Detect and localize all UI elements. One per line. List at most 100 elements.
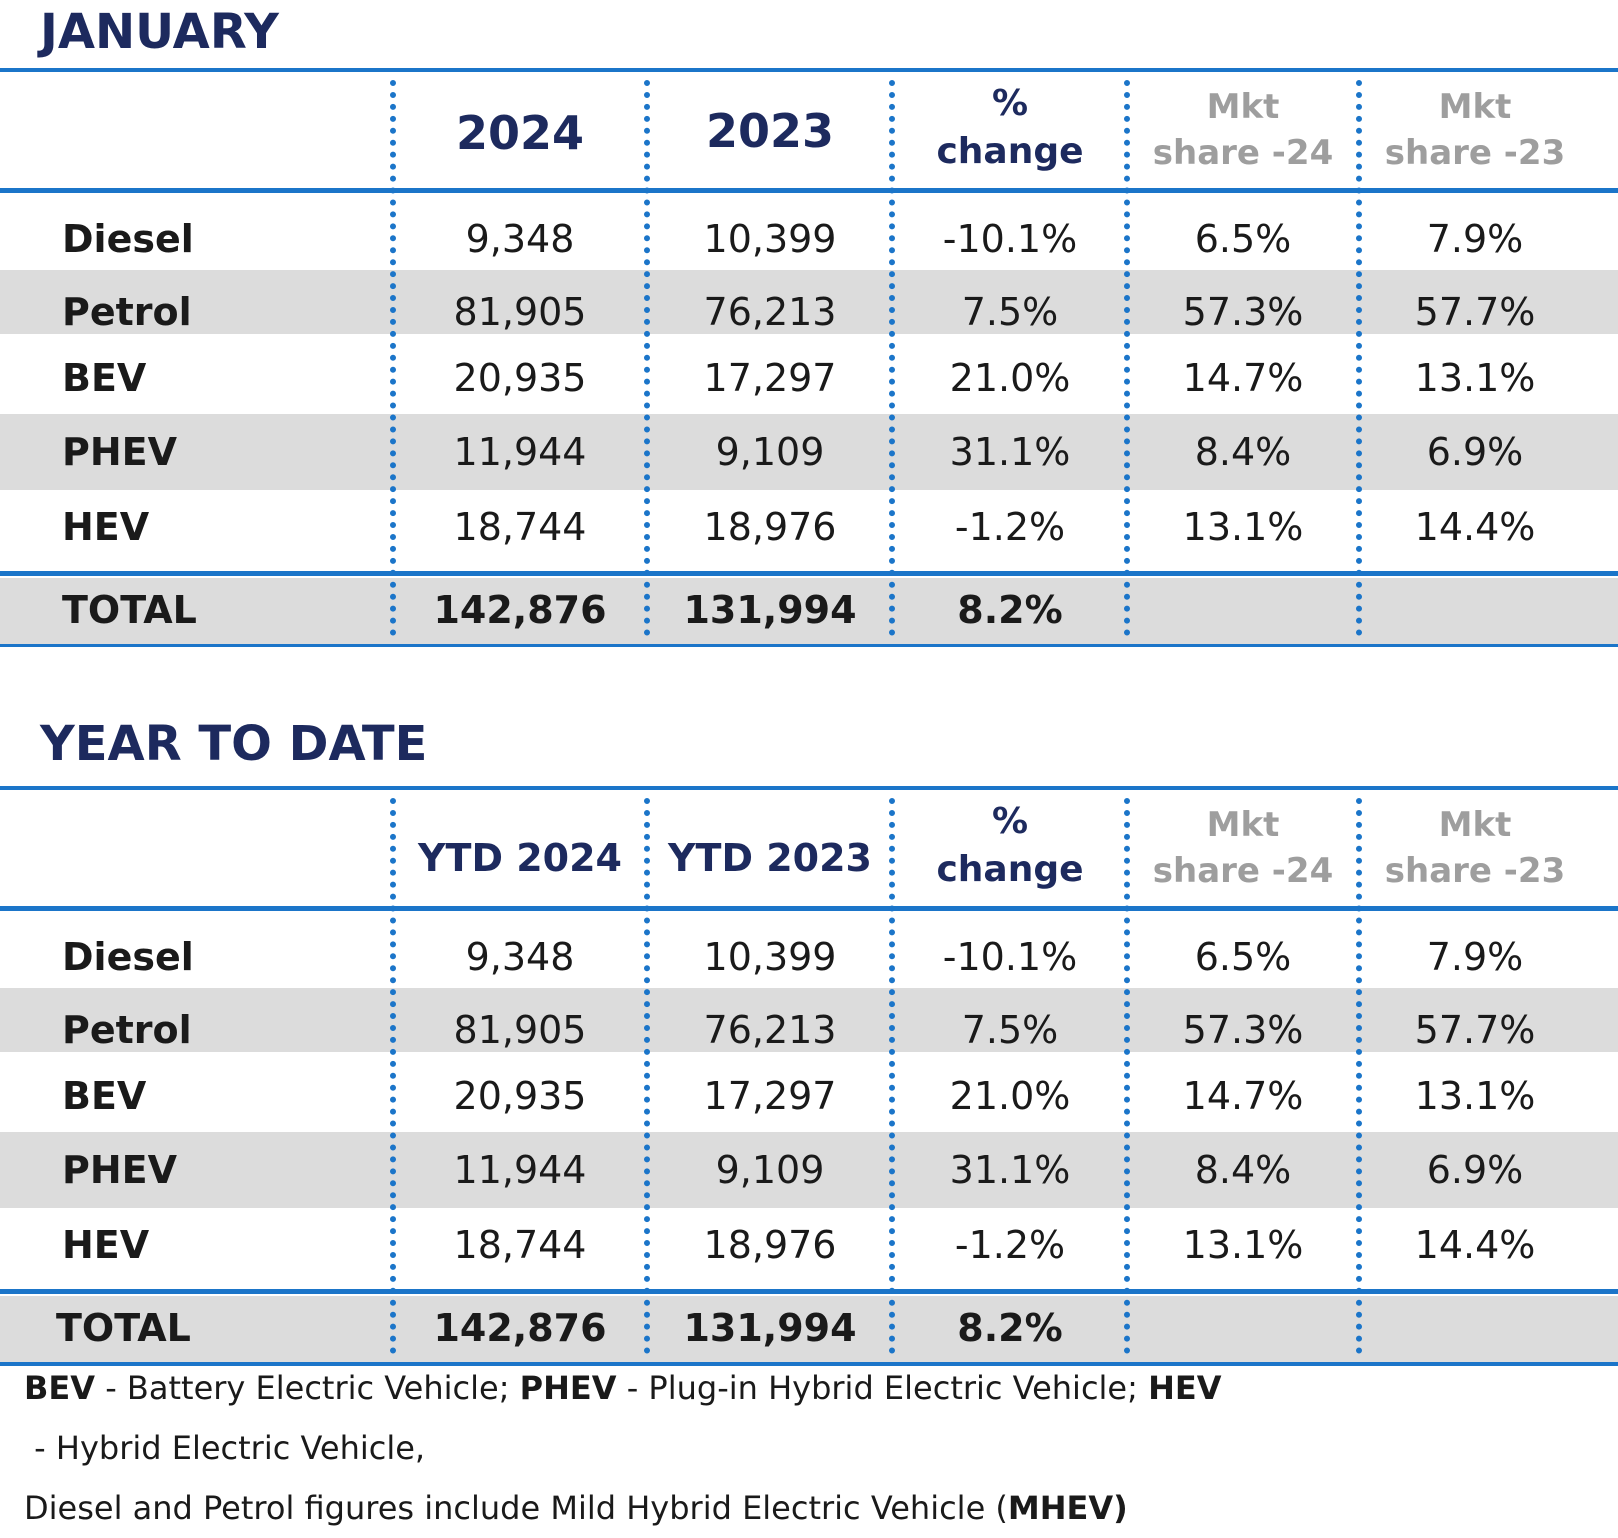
column-separator [1356,798,1362,1354]
row-label: Diesel [62,935,194,979]
column-separator [390,798,396,1354]
table-row-shade [0,988,1618,1052]
value-share-24: 13.1% [1182,505,1304,549]
header-pct-symbol: % [991,801,1029,842]
header-pct-symbol: % [991,83,1029,124]
value-share-23: 13.1% [1414,356,1536,400]
total-2023: 131,994 [683,588,857,632]
value-pct-change: 7.5% [961,1008,1059,1052]
column-separator [644,80,650,636]
column-separator [390,80,396,636]
total-row-shade [0,1296,1618,1362]
row-label: BEV [62,1074,147,1118]
value-ytd-2023: 10,399 [703,935,837,979]
value-share-24: 14.7% [1182,356,1304,400]
abbr-mhev: MHEV) [1007,1489,1128,1527]
row-label: HEV [62,505,150,549]
header-ytd-2024: YTD 2024 [418,836,622,880]
header-mkt-label: Mkt [1438,87,1512,127]
value-share-23: 14.4% [1414,1223,1536,1267]
value-share-23: 57.7% [1414,290,1536,334]
value-pct-change: -1.2% [954,1223,1066,1267]
abbr-bev: BEV [24,1369,96,1407]
row-label: BEV [62,356,147,400]
total-top-rule [0,571,1618,576]
header-mkt-share-24: Mkt share -24 [1130,802,1356,894]
value-ytd-2024: 81,905 [453,1008,587,1052]
header-ytd-2023: YTD 2023 [668,836,872,880]
value-pct-change: 7.5% [961,290,1059,334]
value-share-23: 57.7% [1414,1008,1536,1052]
value-2023: 18,976 [703,505,837,549]
column-separator [889,80,895,636]
abbr-hev: HEV [1148,1369,1222,1407]
value-share-24: 14.7% [1182,1074,1304,1118]
header-mkt-share-24: Mkt share -24 [1130,84,1356,176]
row-label: Petrol [62,290,192,334]
value-2024: 20,935 [453,356,587,400]
value-2024: 18,744 [453,505,587,549]
header-change-label: change [936,131,1084,172]
value-ytd-2024: 11,944 [453,1148,587,1192]
header-bottom-rule [0,188,1618,193]
value-share-24: 6.5% [1194,935,1292,979]
table-bottom-rule [0,1362,1618,1366]
value-share-23: 6.9% [1426,1148,1524,1192]
value-share-24: 57.3% [1182,1008,1304,1052]
total-2024: 142,876 [433,588,607,632]
table-row-shade [0,1132,1618,1208]
value-ytd-2024: 20,935 [453,1074,587,1118]
total-ytd-2024: 142,876 [433,1306,607,1350]
header-mkt-label: Mkt [1206,805,1280,845]
footnote-line-1: BEV - Battery Electric Vehicle; PHEV - P… [24,1358,1604,1478]
header-pct-change: % change [895,798,1125,894]
january-title: JANUARY [40,4,279,60]
phev-definition: - Plug-in Hybrid Electric Vehicle; [616,1369,1149,1407]
value-share-23: 14.4% [1414,505,1536,549]
table-row-shade [0,414,1618,490]
ytd-title: YEAR TO DATE [40,716,428,772]
value-share-23: 6.9% [1426,430,1524,474]
row-label: Diesel [62,217,194,261]
header-top-rule [0,68,1618,72]
header-share-label: share -24 [1152,133,1334,173]
column-separator [644,798,650,1354]
header-mkt-label: Mkt [1206,87,1280,127]
header-top-rule [0,786,1618,790]
header-bottom-rule [0,906,1618,911]
value-pct-change: 21.0% [949,356,1071,400]
column-separator [1124,798,1130,1354]
value-ytd-2024: 9,348 [465,935,575,979]
value-pct-change: -1.2% [954,505,1066,549]
value-share-23: 7.9% [1426,935,1524,979]
header-pct-change: % change [895,80,1125,176]
value-ytd-2024: 18,744 [453,1223,587,1267]
value-share-23: 13.1% [1414,1074,1536,1118]
value-share-24: 6.5% [1194,217,1292,261]
value-ytd-2023: 76,213 [703,1008,837,1052]
total-label: TOTAL [56,1306,191,1350]
column-separator [889,798,895,1354]
value-share-24: 13.1% [1182,1223,1304,1267]
header-mkt-label: Mkt [1438,805,1512,845]
value-2023: 10,399 [703,217,837,261]
total-label: TOTAL [62,588,197,632]
row-label: Petrol [62,1008,192,1052]
value-share-23: 7.9% [1426,217,1524,261]
header-share-label: share -24 [1152,851,1334,891]
table-row-shade [0,270,1618,334]
header-mkt-share-23: Mkt share -23 [1362,84,1588,176]
value-ytd-2023: 9,109 [715,1148,825,1192]
row-label: PHEV [62,1148,178,1192]
header-2024: 2024 [455,106,585,160]
table-bottom-rule [0,644,1618,647]
header-share-label: share -23 [1384,851,1566,891]
value-2023: 17,297 [703,356,837,400]
value-2024: 11,944 [453,430,587,474]
value-2023: 9,109 [715,430,825,474]
bev-definition: - Battery Electric Vehicle; [95,1369,520,1407]
value-pct-change: 21.0% [949,1074,1071,1118]
value-2024: 9,348 [465,217,575,261]
total-ytd-2023: 131,994 [683,1306,857,1350]
value-2023: 76,213 [703,290,837,334]
